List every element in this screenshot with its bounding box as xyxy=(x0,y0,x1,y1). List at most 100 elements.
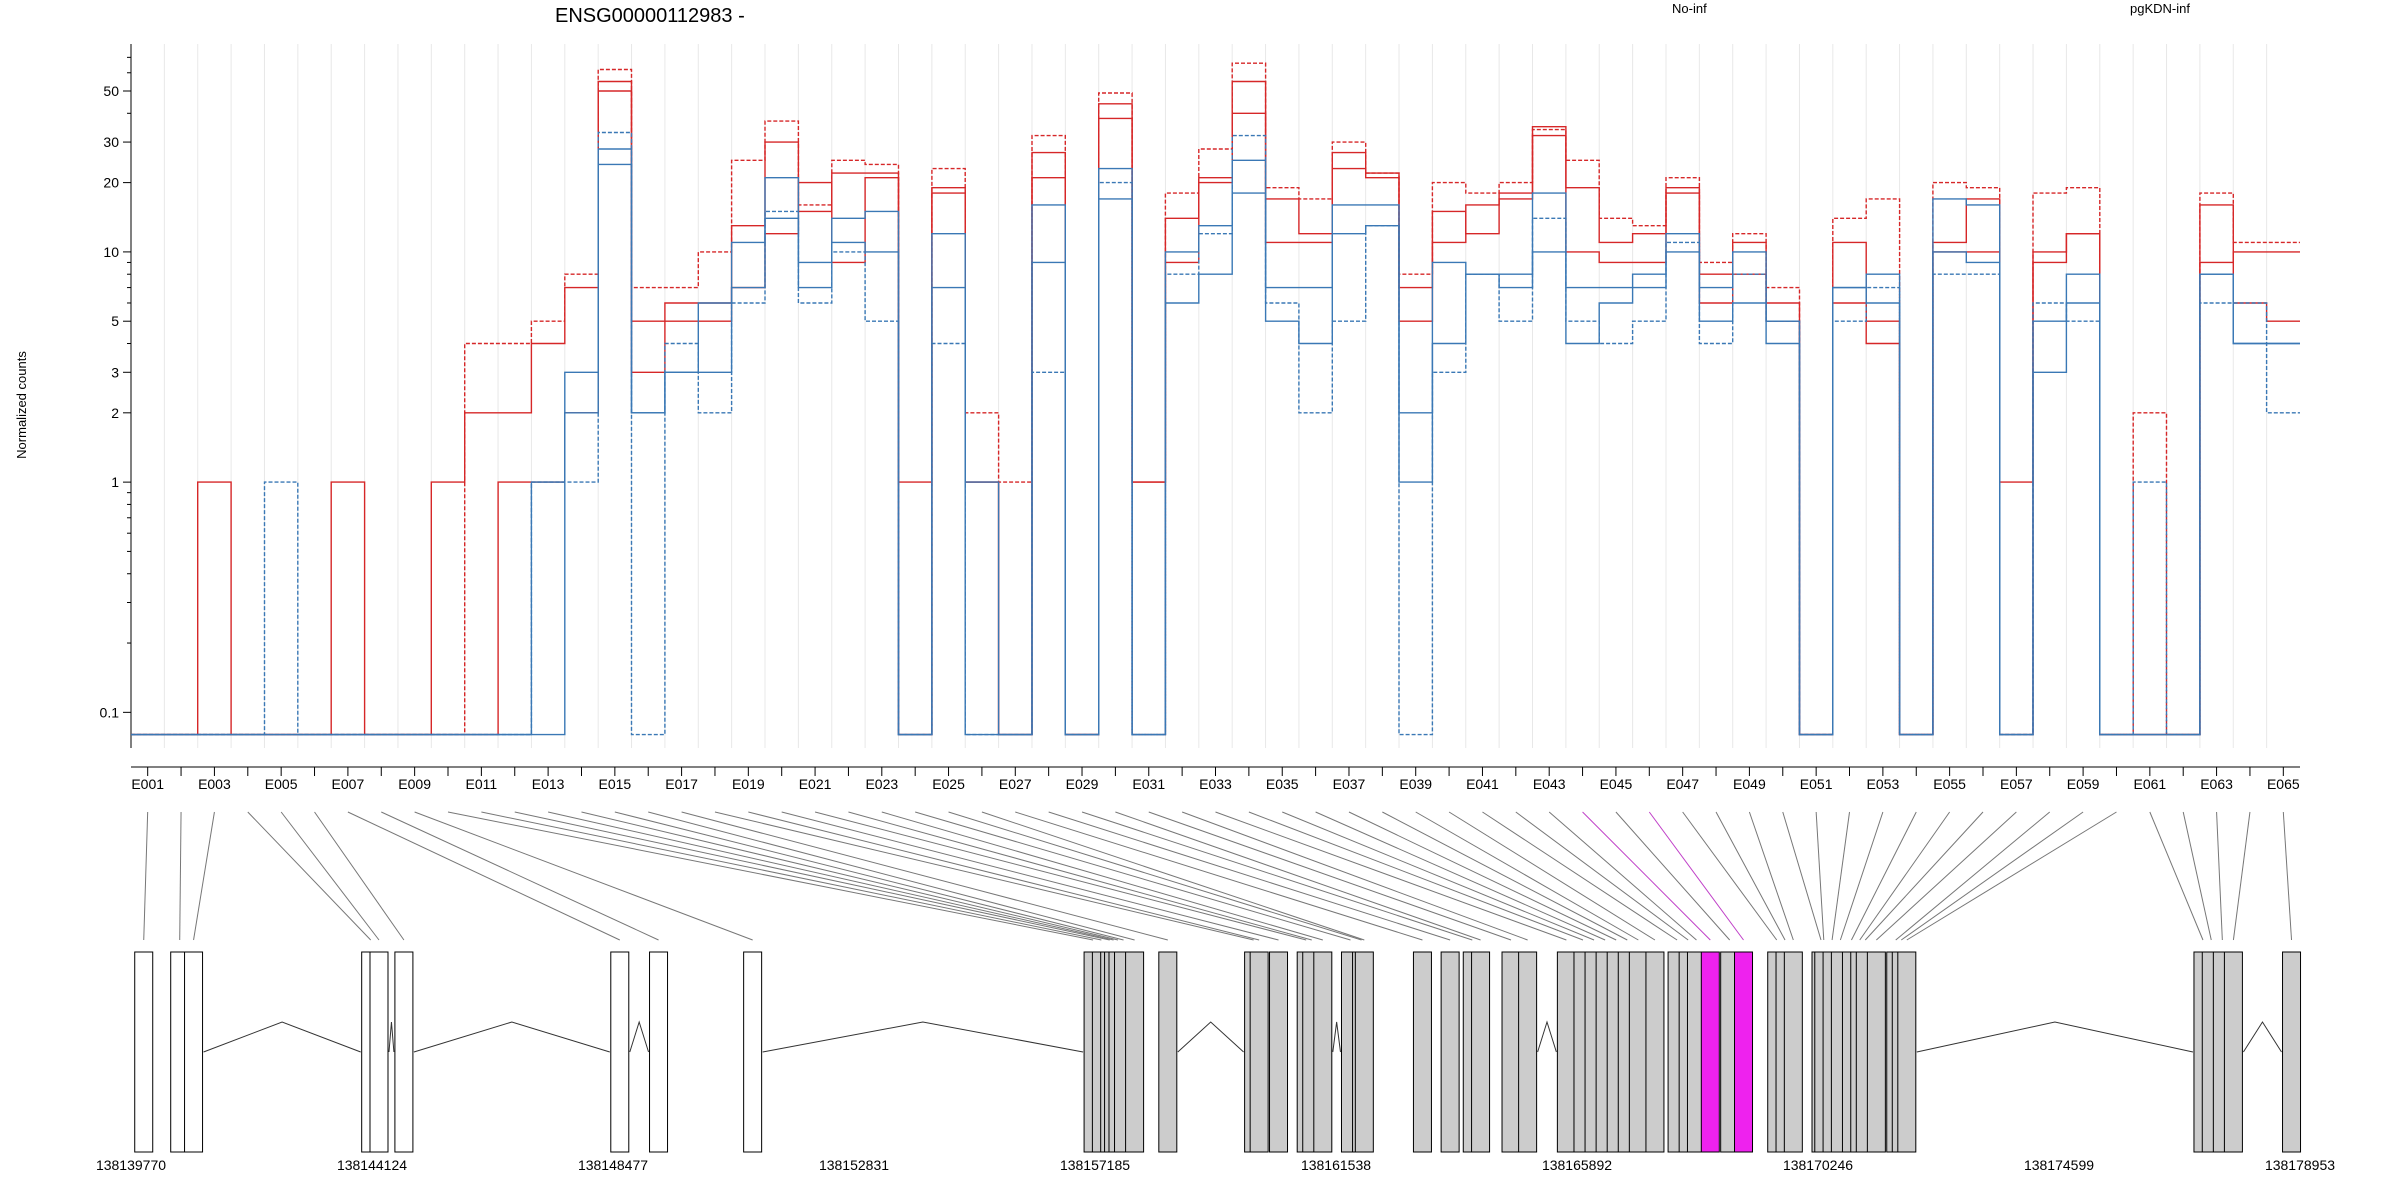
y-tick-label: 0.1 xyxy=(100,704,120,720)
x-tick-label: E049 xyxy=(1733,776,1766,792)
exon-block-e044 xyxy=(1700,951,1720,1153)
x-tick-label: E003 xyxy=(198,776,231,792)
bin-connector xyxy=(1582,811,1711,941)
exon-block-e007 xyxy=(610,951,630,1153)
bin-connector xyxy=(481,811,1102,941)
bin-connector xyxy=(1448,811,1656,941)
genomic-coordinate-label: 138139770 xyxy=(96,1157,166,1173)
bin-connector xyxy=(1415,811,1639,941)
y-tick-label: 1 xyxy=(111,474,119,490)
bin-connector xyxy=(748,811,1260,941)
genomic-coordinate-label: 138157185 xyxy=(1060,1157,1130,1173)
bin-connector xyxy=(981,811,1365,941)
exon-block-e005 xyxy=(369,951,389,1153)
x-tick-label: E045 xyxy=(1600,776,1633,792)
x-tick-label: E007 xyxy=(332,776,365,792)
y-axis: 0.1 1 2 3 5 10 20 30 50 xyxy=(100,56,131,720)
bin-connector xyxy=(1181,811,1528,941)
bin-connector xyxy=(1876,811,2017,941)
y-tick-label: 2 xyxy=(111,405,119,421)
y-tick-label: 50 xyxy=(103,83,119,99)
bin-connector xyxy=(1864,811,1984,941)
bin-connector xyxy=(714,811,1254,941)
exon-block-e033 xyxy=(1556,951,1576,1153)
bin-connector xyxy=(1048,811,1451,941)
x-tick-label: E015 xyxy=(599,776,632,792)
exon-block-e064 xyxy=(2223,951,2243,1153)
bin-connector xyxy=(193,811,215,941)
bin-connector xyxy=(1748,811,1794,941)
exon-block-e001 xyxy=(134,951,154,1153)
genomic-coordinate-label: 138165892 xyxy=(1542,1157,1612,1173)
bin-connector xyxy=(1839,811,1884,941)
y-axis-label: Normalized counts xyxy=(14,351,29,459)
bin-connector xyxy=(1215,811,1567,941)
bin-connector xyxy=(1895,811,2051,941)
bin-connector xyxy=(948,811,1362,941)
exon-block-e039 xyxy=(1628,951,1648,1153)
bin-connector xyxy=(581,811,1119,941)
intron-line xyxy=(1177,1021,1244,1053)
y-tick-label: 3 xyxy=(111,364,119,380)
bin-connector xyxy=(2232,811,2251,941)
x-tick-label: E057 xyxy=(2000,776,2033,792)
bin-connector xyxy=(1906,811,2117,941)
bin-connector xyxy=(648,811,1135,941)
x-tick-label: E033 xyxy=(1199,776,1232,792)
y-tick-label: 20 xyxy=(103,175,119,191)
bin-connector xyxy=(1859,811,1951,941)
x-tick-label: E023 xyxy=(865,776,898,792)
bin-connector xyxy=(881,811,1323,941)
bin-connector xyxy=(1615,811,1731,941)
bin-connector xyxy=(1715,811,1786,941)
intron-line xyxy=(413,1021,610,1053)
genomic-coordinate-label: 138161538 xyxy=(1301,1157,1371,1173)
genomic-coordinate-label: 138170246 xyxy=(1783,1157,1853,1173)
exon-block-e065 xyxy=(2282,951,2302,1153)
genomic-coordinate-label: 138174599 xyxy=(2024,1157,2094,1173)
exon-block-e027 xyxy=(1412,951,1432,1153)
x-tick-label: E001 xyxy=(131,776,164,792)
x-tick-label: E005 xyxy=(265,776,298,792)
genomic-coordinate-label: 138152831 xyxy=(819,1157,889,1173)
bin-connector xyxy=(2216,811,2223,941)
x-tick-label: E039 xyxy=(1399,776,1432,792)
exon-block-e020 xyxy=(1269,951,1289,1153)
x-tick-label: E061 xyxy=(2133,776,2166,792)
series-lines xyxy=(131,62,2300,736)
bin-connector xyxy=(1248,811,1584,941)
x-tick-label: E047 xyxy=(1666,776,1699,792)
exon-block-e031 xyxy=(1501,951,1521,1153)
bin-connector xyxy=(1831,811,1851,941)
bin-connector xyxy=(179,811,182,941)
genomic-coordinate-label: 138144124 xyxy=(337,1157,407,1173)
bin-connector xyxy=(514,811,1110,941)
x-tick-label: E027 xyxy=(999,776,1032,792)
x-tick-label: E053 xyxy=(1867,776,1900,792)
bin-connector xyxy=(247,811,372,941)
legend-item-pgkdn-inf: pgKDN-inf xyxy=(2130,1,2190,16)
bin-connector xyxy=(414,811,753,941)
exon-block-e060 xyxy=(1897,951,1917,1153)
genomic-coordinate-axis: 138139770 138144124 138148477 138152831 1381… xyxy=(96,1157,2335,1173)
bin-connector xyxy=(447,811,1094,941)
x-tick-label: E051 xyxy=(1800,776,1833,792)
bin-connector xyxy=(1015,811,1423,941)
bin-connector xyxy=(1081,811,1473,941)
bin-connector xyxy=(781,811,1279,941)
intron-line xyxy=(203,1021,361,1053)
series-line-no-inf-1 xyxy=(131,62,2300,736)
exon-block-e026 xyxy=(1354,951,1374,1153)
y-tick-label: 30 xyxy=(103,134,119,150)
bin-connector xyxy=(1515,811,1689,941)
series-line-no-inf-0 xyxy=(131,90,2300,736)
bin-to-exon-connectors xyxy=(143,811,2293,941)
x-axis: E001 E003 E005 E007 E009 E011 E013 E015 E017 E019… xyxy=(131,767,2300,792)
bin-connector xyxy=(347,811,621,941)
intron-line xyxy=(388,1021,395,1053)
exon-block-e032 xyxy=(1518,951,1538,1153)
intron-line xyxy=(1916,1021,2194,1053)
x-tick-label: E055 xyxy=(1933,776,1966,792)
bin-connector xyxy=(1382,811,1628,941)
bin-connector xyxy=(2282,811,2293,941)
